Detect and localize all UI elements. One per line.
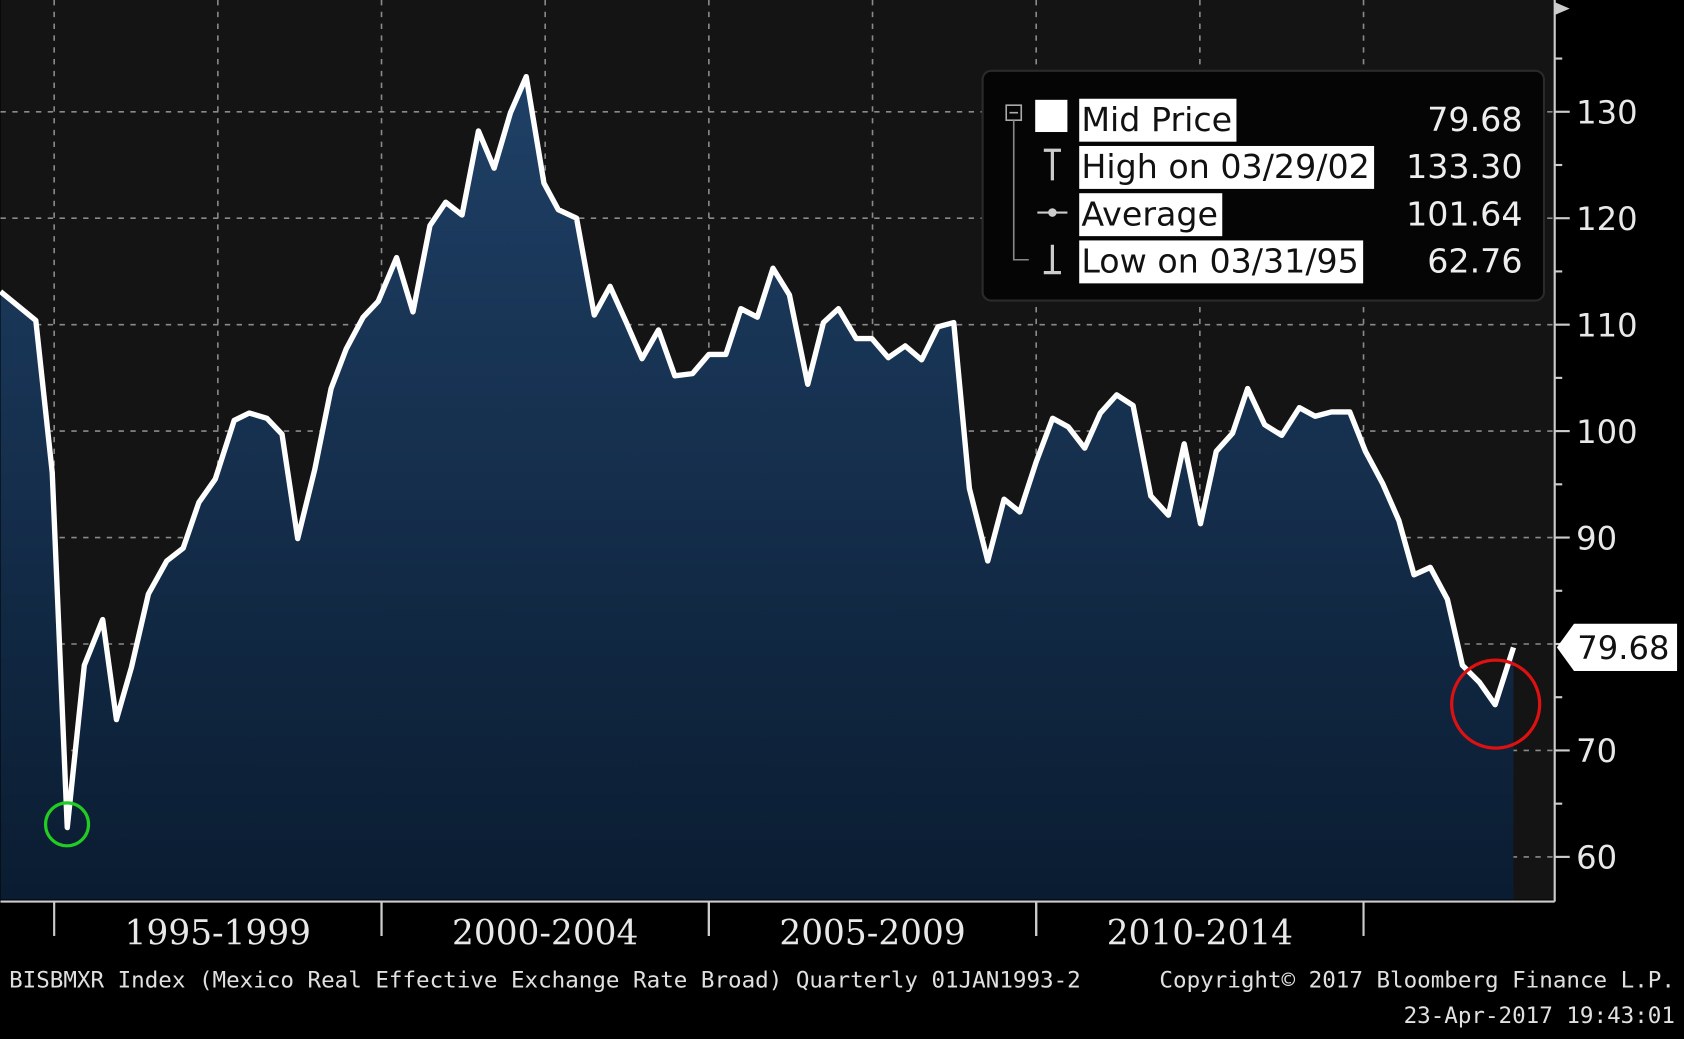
low-marker: [43, 801, 91, 848]
last-value-tag: [1556, 623, 1678, 672]
legend-label: High on 03/29/02: [1081, 147, 1369, 186]
y-tick-label: 130: [1576, 94, 1637, 132]
y-tick-label: 100: [1576, 413, 1637, 451]
legend-label-bg: [1079, 145, 1375, 189]
x-band-label: 2010-2014: [1107, 914, 1293, 954]
axis-arrow: [1554, 2, 1570, 16]
legend-label-bg: [1079, 193, 1223, 237]
x-band-label: 2000-2004: [452, 914, 638, 954]
last-value-label: 79.68: [1577, 629, 1669, 667]
legend-label: Low on 03/31/95: [1081, 242, 1359, 281]
x-band-label: 2005-2009: [779, 914, 965, 954]
highlight-circle: [1450, 658, 1542, 750]
y-tick-label: 70: [1576, 732, 1617, 770]
y-tick-label: 90: [1576, 519, 1617, 557]
legend-value: 79.68: [1427, 100, 1522, 139]
legend-icon: [1043, 148, 1061, 181]
x-band-label: 1995-1999: [125, 914, 311, 954]
legend-swatch: [1035, 99, 1068, 133]
legend-label-bg: [1079, 98, 1237, 142]
legend-value: 101.64: [1406, 194, 1522, 233]
legend-icon: [1048, 208, 1057, 217]
footer-date: 23-Apr-2017 19:43:01: [1404, 1003, 1675, 1029]
legend-tree: [1012, 120, 1029, 261]
line: [0, 73, 1517, 831]
legend-value: 62.76: [1427, 242, 1522, 281]
y-tick-label: 110: [1576, 306, 1637, 344]
y-tick-label: 120: [1576, 200, 1637, 238]
legend-label: Average: [1081, 194, 1218, 233]
legend-icon: [1043, 244, 1061, 275]
y-tick-label: 60: [1576, 839, 1617, 877]
footer-left: BISBMXR Index (Mexico Real Effective Exc…: [9, 967, 1081, 993]
legend-label-bg: [1079, 240, 1364, 284]
footer-right: Copyright© 2017 Bloomberg Finance L.P.: [1159, 967, 1674, 993]
area: [0, 76, 1514, 900]
legend-label: Mid Price: [1081, 100, 1232, 139]
legend-value: 133.30: [1406, 147, 1522, 186]
